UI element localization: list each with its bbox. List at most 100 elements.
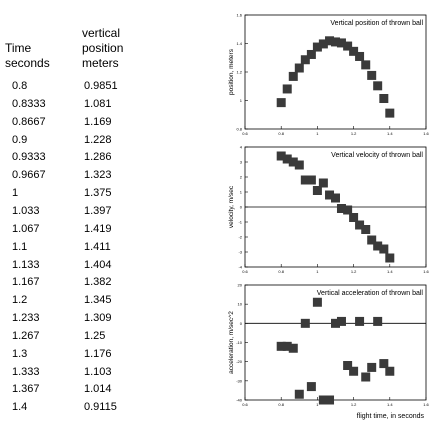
- data-point: [318, 39, 328, 49]
- data-point: [385, 366, 395, 376]
- data-point: [343, 41, 353, 51]
- position-cell: 1.345: [84, 294, 112, 307]
- data-table: Time seconds vertical position meters 0.…: [5, 26, 123, 414]
- data-point: [355, 220, 365, 230]
- data-point: [336, 204, 346, 213]
- data-point: [276, 98, 286, 108]
- position-cell: 1.411: [84, 240, 111, 253]
- position-cell: 1.382: [84, 276, 112, 289]
- data-point: [373, 81, 383, 91]
- position-cell: 1.081: [84, 97, 112, 110]
- y-tick-label: -10: [236, 340, 243, 345]
- time-cell: 1.133: [12, 258, 40, 271]
- y-tick-label: 0.8: [236, 127, 242, 132]
- y-tick-label: 4: [240, 145, 243, 150]
- y-tick-label: -20: [236, 359, 243, 364]
- y-tick-label: -3: [238, 250, 242, 255]
- y-tick-label: 1: [240, 190, 243, 195]
- data-point: [379, 94, 389, 104]
- data-point: [294, 63, 304, 73]
- x-tick-label: 1.6: [423, 402, 429, 407]
- data-point: [355, 316, 365, 326]
- y-tick-label: 3: [240, 160, 243, 165]
- data-point: [385, 108, 395, 118]
- time-cell: 1: [12, 187, 19, 200]
- x-tick-label: 1.4: [387, 269, 393, 274]
- plot-frame: [244, 14, 427, 130]
- data-point: [318, 178, 328, 188]
- data-point: [306, 382, 316, 392]
- y-tick-label: 20: [238, 283, 243, 288]
- data-point: [282, 84, 292, 94]
- time-cell: 1.367: [12, 383, 40, 396]
- x-tick-label: 1.2: [351, 131, 357, 136]
- data-point: [379, 244, 389, 254]
- chart-title: Vertical acceleration of thrown ball: [317, 290, 424, 297]
- time-cell: 1.033: [12, 204, 40, 217]
- y-tick-label: -1: [238, 220, 242, 225]
- time-column-header: Time seconds: [5, 41, 50, 70]
- data-point: [355, 51, 365, 61]
- y-tick-label: 0: [240, 205, 243, 210]
- data-point: [306, 175, 316, 185]
- time-cell: 1.3: [12, 347, 28, 360]
- x-tick-label: 0.8: [278, 402, 284, 407]
- time-cell: 0.9333: [12, 151, 46, 164]
- x-tick-label: 1.6: [423, 269, 429, 274]
- time-cell: 1.2: [12, 294, 28, 307]
- position-cell: 1.25: [84, 329, 106, 342]
- data-point: [312, 42, 322, 52]
- data-point: [282, 341, 292, 351]
- data-point: [276, 151, 286, 161]
- data-point: [294, 389, 304, 399]
- y-axis-label: velocity, m/sec: [228, 185, 235, 228]
- data-point: [373, 241, 383, 251]
- y-tick-label: -40: [236, 398, 243, 403]
- time-cell: 0.8333: [12, 97, 46, 110]
- data-point: [336, 316, 346, 326]
- x-tick-label: 0.8: [278, 131, 284, 136]
- y-tick-label: -2: [238, 235, 242, 240]
- position-cell: 1.228: [84, 133, 112, 146]
- data-point: [318, 395, 328, 405]
- data-point: [343, 361, 353, 370]
- data-point: [349, 46, 359, 56]
- y-tick-label: -4: [238, 265, 242, 270]
- time-cell: 0.8: [12, 80, 28, 92]
- y-tick-label: 1.4: [236, 41, 242, 46]
- plot-frame: [244, 284, 427, 401]
- time-cell: 1.1: [12, 240, 28, 253]
- y-tick-label: -30: [236, 378, 243, 383]
- position-cell: 1.397: [84, 204, 112, 217]
- time-cell: 1.333: [12, 365, 40, 378]
- position-cell: 1.419: [84, 222, 112, 235]
- position-cell: 0.9115: [84, 401, 117, 414]
- data-point: [367, 70, 377, 80]
- data-point: [300, 318, 310, 328]
- data-point: [288, 71, 298, 81]
- data-point: [349, 366, 359, 376]
- data-point: [361, 372, 371, 382]
- x-tick-label: 1.6: [423, 131, 429, 136]
- x-axis-label: flight time, in seconds: [357, 413, 425, 420]
- y-tick-label: 1: [240, 98, 243, 103]
- x-tick-label: 0.8: [278, 269, 284, 274]
- time-cell: 0.8667: [12, 115, 46, 128]
- y-tick-label: 1.2: [236, 70, 242, 75]
- data-point: [300, 55, 310, 65]
- x-tick-label: 0.6: [242, 131, 248, 136]
- data-point: [312, 186, 322, 195]
- data-point: [349, 213, 359, 222]
- data-point: [373, 316, 383, 326]
- data-point: [325, 190, 335, 200]
- data-point: [306, 49, 316, 59]
- x-tick-label: 1: [316, 269, 319, 274]
- position-cell: 1.309: [84, 312, 112, 325]
- data-point: [312, 297, 322, 307]
- data-point: [325, 395, 335, 405]
- x-tick-label: 1.2: [351, 402, 357, 407]
- data-point: [282, 154, 292, 164]
- data-point: [288, 157, 298, 167]
- y-tick-label: 0: [240, 321, 243, 326]
